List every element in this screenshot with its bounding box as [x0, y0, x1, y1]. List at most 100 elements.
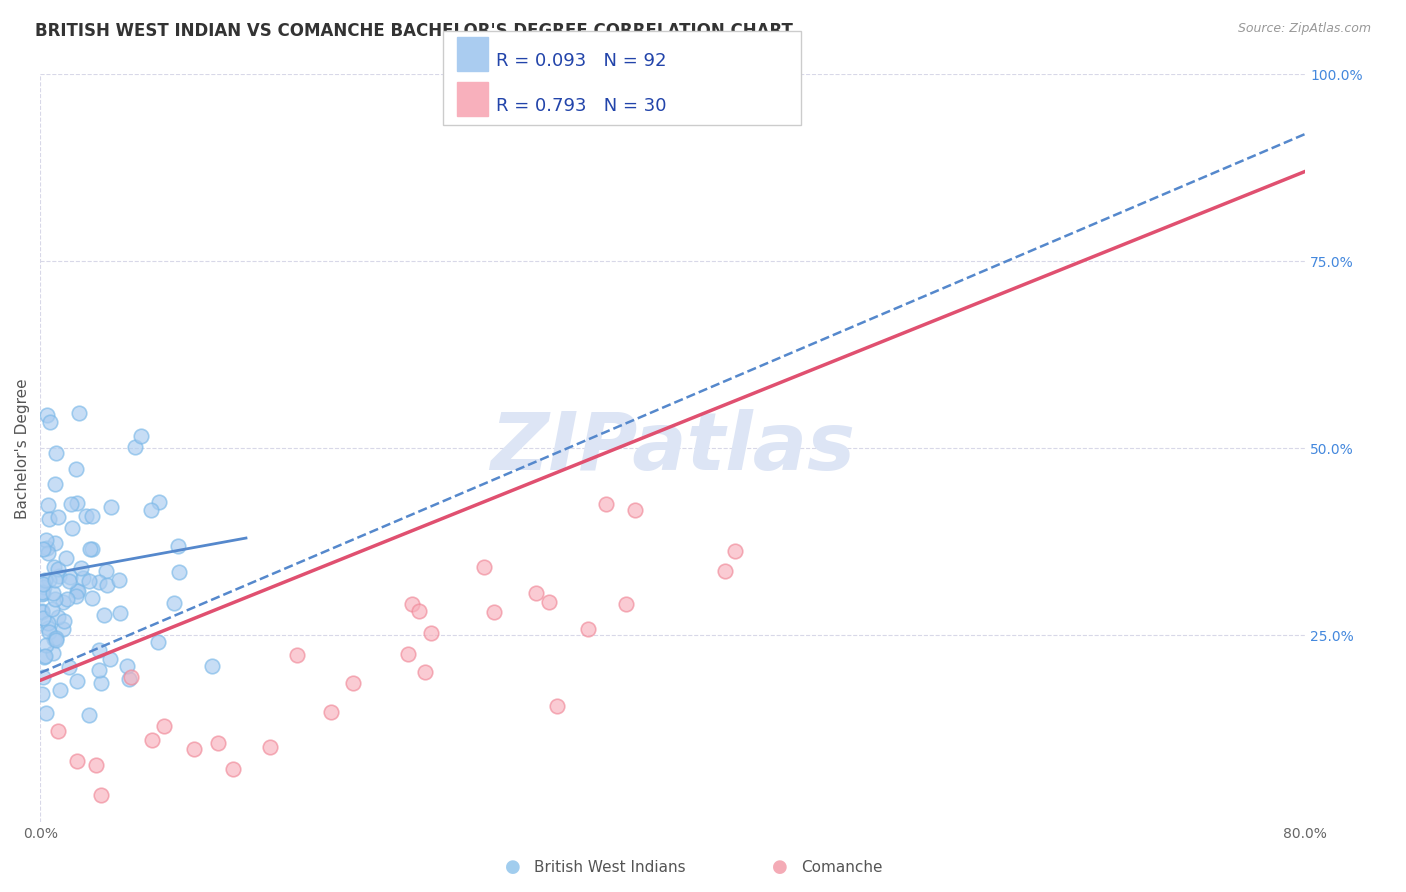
Text: R = 0.093   N = 92: R = 0.093 N = 92 [496, 52, 666, 70]
Point [32, 577, 55, 591]
Point [472, 559, 495, 574]
Point [32, 650, 55, 665]
Point [34, 573, 56, 587]
Point [37, 541, 59, 556]
Point [65, 462, 87, 476]
Point [108, 573, 131, 587]
Point [52, 622, 75, 636]
Point [614, 597, 637, 611]
Point [35, 638, 58, 652]
Point [32, 670, 55, 684]
Point [167, 565, 190, 579]
Point [401, 598, 423, 612]
Point [37, 615, 59, 630]
Point [42, 632, 65, 647]
Point [60, 497, 83, 511]
Point [408, 604, 430, 618]
Point [163, 596, 186, 610]
Point [87, 663, 110, 677]
Point [58, 660, 80, 674]
Text: British West Indians: British West Indians [534, 860, 686, 874]
Point [79, 542, 101, 557]
Point [31, 585, 53, 599]
Text: R = 0.793   N = 30: R = 0.793 N = 30 [496, 97, 666, 115]
Point [38, 415, 60, 429]
Point [45, 633, 67, 648]
Point [31, 585, 53, 599]
Point [37, 499, 59, 513]
Point [546, 698, 568, 713]
Point [31, 605, 53, 619]
Point [167, 539, 190, 553]
Point [34, 706, 56, 720]
Point [94, 565, 117, 579]
Point [148, 494, 170, 508]
Point [87, 575, 110, 590]
Point [89, 643, 111, 657]
Point [48, 724, 70, 739]
Point [58, 574, 80, 589]
Point [37, 621, 59, 635]
Point [32, 542, 55, 557]
Point [93, 607, 115, 622]
Point [69, 561, 91, 575]
Point [48, 610, 70, 624]
Text: ZIPatlas: ZIPatlas [491, 409, 855, 487]
Y-axis label: Bachelor's Degree: Bachelor's Degree [15, 378, 30, 518]
Point [66, 584, 89, 599]
Point [595, 497, 617, 511]
Point [141, 733, 163, 747]
Point [38, 512, 60, 526]
Point [201, 658, 224, 673]
Point [46, 510, 69, 524]
Point [222, 762, 245, 776]
Point [42, 646, 65, 660]
Point [48, 568, 70, 582]
Text: ●: ● [772, 858, 789, 876]
Point [35, 533, 58, 547]
Point [72, 571, 94, 585]
Point [207, 736, 229, 750]
Point [724, 544, 747, 558]
Text: BRITISH WEST INDIAN VS COMANCHE BACHELOR'S DEGREE CORRELATION CHART: BRITISH WEST INDIAN VS COMANCHE BACHELOR… [35, 22, 793, 40]
Point [53, 614, 76, 628]
Point [34, 580, 56, 594]
Point [32, 611, 55, 625]
Point [38, 573, 60, 587]
Point [45, 631, 67, 645]
Point [146, 635, 169, 649]
Point [55, 550, 77, 565]
Point [44, 592, 66, 607]
Point [524, 586, 547, 600]
Text: Comanche: Comanche [801, 860, 883, 874]
Point [714, 564, 737, 578]
Point [321, 705, 343, 719]
Point [129, 429, 152, 443]
Point [183, 742, 205, 756]
Point [120, 670, 142, 684]
Point [96, 577, 118, 591]
Point [420, 625, 443, 640]
Point [44, 477, 66, 491]
Point [59, 570, 82, 584]
Point [41, 602, 63, 616]
Point [90, 676, 112, 690]
Point [66, 583, 89, 598]
Point [118, 672, 141, 686]
Point [45, 446, 67, 460]
Point [44, 535, 66, 549]
Point [90, 788, 112, 802]
Point [82, 509, 104, 524]
Point [31, 587, 53, 601]
Point [108, 606, 131, 620]
Point [37, 546, 59, 560]
Point [537, 595, 560, 609]
Point [259, 739, 281, 754]
Point [34, 649, 56, 664]
Point [65, 590, 87, 604]
Point [342, 676, 364, 690]
Point [77, 574, 100, 588]
Point [98, 652, 121, 666]
Point [624, 502, 647, 516]
Point [66, 674, 89, 689]
